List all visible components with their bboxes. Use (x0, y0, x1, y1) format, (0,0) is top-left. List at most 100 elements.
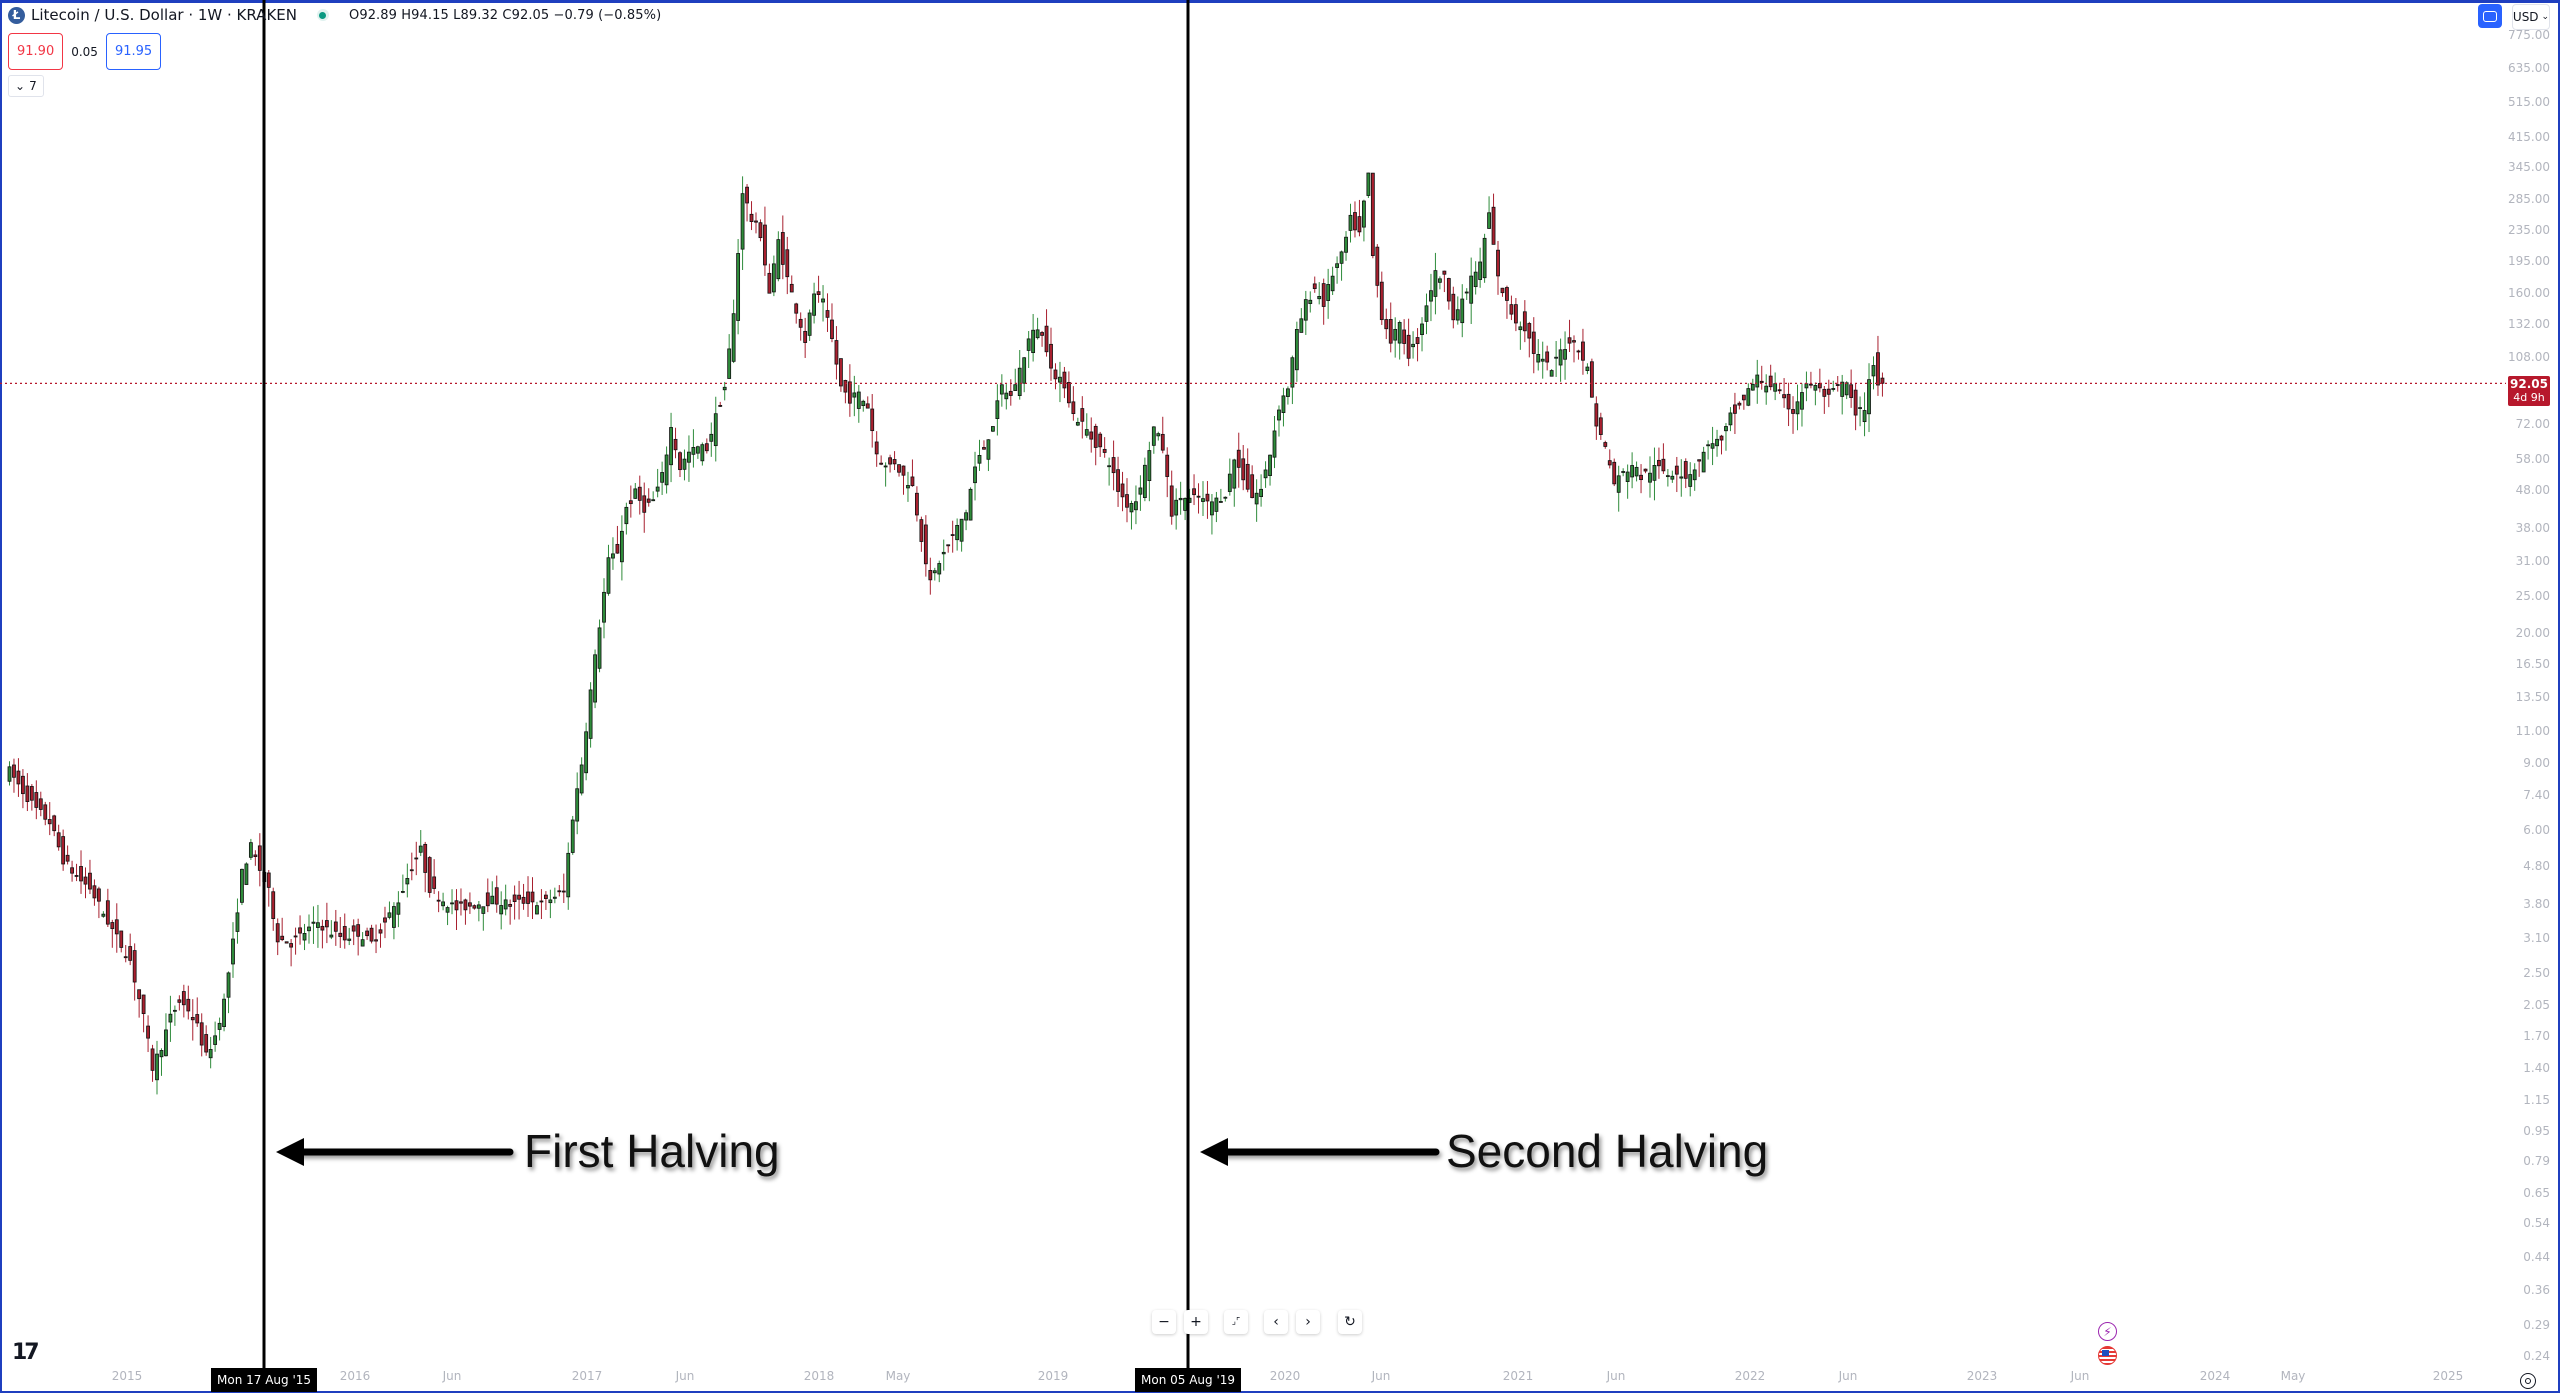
ohlc-open: O92.89 (348, 7, 398, 23)
price-axis-label: 48.00 (2515, 482, 2550, 497)
halving-date-flag: Mon 05 Aug '19 (1134, 1368, 1242, 1392)
tradingview-logo-icon[interactable]: 17 (12, 1340, 40, 1365)
price-axis-label: 25.00 (2515, 589, 2550, 604)
price-axis-label: 0.65 (2523, 1186, 2550, 1201)
ohlc-change: −0.79 (−0.85%) (553, 7, 662, 23)
price-axis-label: 132.00 (2508, 317, 2550, 332)
chevron-down-icon: ⌄ (2541, 12, 2550, 22)
time-axis-label: 2019 (1037, 1369, 1069, 1383)
time-axis-label: 2022 (1734, 1369, 1766, 1383)
currency-select[interactable]: USD ⌄ (2512, 4, 2550, 30)
fullscreen-icon (2483, 10, 2497, 22)
price-axis-label: 1.15 (2523, 1092, 2550, 1107)
price-axis-label: 13.50 (2515, 690, 2550, 705)
buy-button[interactable]: 91.95 (105, 33, 162, 70)
ohlc-values: O92.89 H94.15 L89.32 C92.05 −0.79 (−0.85… (349, 8, 661, 23)
reset-scale-button[interactable]: ⌟⌜ (1224, 1310, 1248, 1334)
price-axis-label: 3.10 (2523, 930, 2550, 945)
price-axis-label: 6.00 (2523, 822, 2550, 837)
price-axis-label: 775.00 (2508, 28, 2550, 43)
time-axis-label: 2017 (571, 1369, 603, 1383)
zoom-in-button[interactable]: + (1184, 1310, 1208, 1334)
price-axis-label: 515.00 (2508, 94, 2550, 109)
price-axis-label: 0.29 (2523, 1317, 2550, 1332)
candlestick-series (7, 172, 1885, 1095)
price-axis-label: 235.00 (2508, 223, 2550, 238)
halving-date-flag: Mon 17 Aug '15 (210, 1368, 318, 1392)
price-axis-label: 108.00 (2508, 350, 2550, 365)
last-price-badge: 92.05 4d 9h (2508, 376, 2550, 406)
litecoin-logo-icon: Ł (8, 6, 25, 24)
price-axis-label: 9.00 (2523, 756, 2550, 771)
reset-chart-button[interactable]: ↻ (1338, 1310, 1362, 1334)
scroll-right-button[interactable]: › (1296, 1310, 1320, 1334)
price-axis-label: 415.00 (2508, 130, 2550, 145)
time-axis-label: 2025 (2432, 1369, 2464, 1383)
sell-button[interactable]: 91.90 (8, 33, 64, 70)
halving-markers (262, 0, 1440, 1368)
price-axis-label: 160.00 (2508, 286, 2550, 300)
market-status-icon[interactable] (316, 9, 329, 21)
price-axis-label: 285.00 (2508, 191, 2550, 206)
spread-value: 0.05 (71, 44, 98, 59)
time-axis-label: 2024 (2199, 1369, 2231, 1383)
price-axis-label: 31.00 (2515, 554, 2550, 569)
buy-price: 91.95 (114, 44, 153, 59)
time-axis-label: 2016 (339, 1369, 371, 1383)
currency-value: USD (2512, 10, 2539, 24)
time-axis-label: 2021 (1502, 1369, 1534, 1383)
price-axis-label: 16.50 (2515, 657, 2550, 672)
settings-icon[interactable] (2520, 1373, 2536, 1389)
zoom-out-button[interactable]: − (1152, 1310, 1176, 1334)
price-axis-label: 38.00 (2515, 521, 2550, 535)
buy-sell-panel: 91.90 0.05 91.95 (8, 33, 162, 70)
time-axis-label: Jun (1838, 1369, 1858, 1383)
price-axis-label: 3.80 (2523, 897, 2550, 912)
time-axis-label: Jun (2070, 1369, 2090, 1383)
time-axis-label: 2023 (1966, 1369, 1998, 1383)
price-axis-label: 11.00 (2515, 723, 2550, 738)
price-axis-label: 72.00 (2515, 416, 2550, 431)
fullscreen-button[interactable] (2478, 4, 2502, 28)
time-axis-label: Jun (1371, 1369, 1391, 1383)
bar-countdown: 4d 9h (2513, 391, 2545, 404)
chevron-down-icon: ⌄ (15, 79, 26, 93)
time-axis-label: Jun (442, 1369, 462, 1383)
price-axis-label: 635.00 (2508, 60, 2550, 75)
us-flag-event-icon[interactable] (2098, 1346, 2117, 1365)
symbol-legend[interactable]: Ł Litecoin / U.S. Dollar · 1W · KRAKEN O… (8, 6, 661, 24)
ohlc-low: L89.32 (453, 7, 499, 23)
price-axis-label: 345.00 (2508, 160, 2550, 175)
price-axis-label: 58.00 (2515, 451, 2550, 466)
arrow-head-icon (1200, 1138, 1228, 1166)
time-axis-label: 2015 (111, 1369, 143, 1383)
price-axis-label: 0.79 (2523, 1154, 2550, 1169)
price-axis-label: 195.00 (2508, 253, 2550, 268)
price-axis-label: 0.24 (2523, 1348, 2550, 1363)
price-axis-label: 2.50 (2523, 965, 2550, 980)
indicators-toggle-button[interactable]: ⌄ 7 (8, 75, 44, 97)
price-axis-label: 2.05 (2523, 998, 2550, 1013)
symbol-title[interactable]: Litecoin / U.S. Dollar · 1W · KRAKEN (31, 6, 297, 24)
scroll-left-button[interactable]: ‹ (1264, 1310, 1288, 1334)
time-axis-label: 2020 (1269, 1369, 1301, 1383)
price-axis-label: 4.80 (2523, 859, 2550, 874)
price-axis-label: 0.54 (2523, 1216, 2550, 1231)
price-axis-label: 20.00 (2515, 625, 2550, 640)
lightning-event-icon[interactable]: ⚡ (2098, 1322, 2117, 1341)
halving-annotation-label: First Halving (524, 1125, 780, 1177)
price-axis-label: 0.95 (2523, 1124, 2550, 1139)
arrow-head-icon (276, 1138, 304, 1166)
indicators-count: 7 (29, 79, 37, 93)
ohlc-close: C92.05 (502, 7, 550, 23)
halving-annotation-label: Second Halving (1446, 1125, 1769, 1177)
price-axis-label: 1.70 (2523, 1028, 2550, 1043)
price-axis-label: 0.44 (2523, 1249, 2550, 1264)
price-axis-label: 0.36 (2523, 1282, 2550, 1297)
price-axis-label: 1.40 (2523, 1060, 2550, 1075)
sell-price: 91.90 (17, 44, 55, 59)
price-axis-label: 7.40 (2523, 788, 2550, 803)
ohlc-high: H94.15 (401, 7, 449, 23)
time-axis-label: 2018 (803, 1369, 835, 1383)
